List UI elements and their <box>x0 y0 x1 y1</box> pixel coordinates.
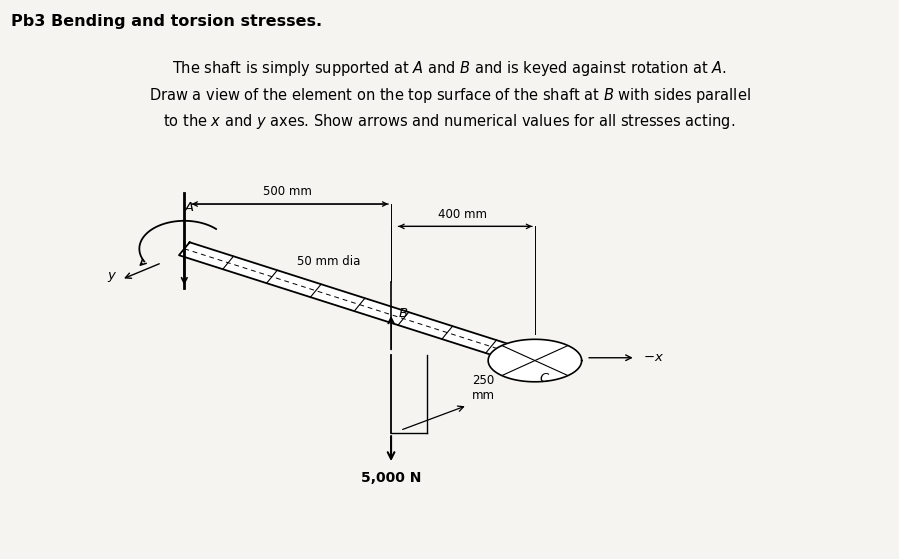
Text: $A$: $A$ <box>184 201 195 214</box>
Text: Pb3 Bending and torsion stresses.: Pb3 Bending and torsion stresses. <box>11 14 322 29</box>
Text: $C$: $C$ <box>539 372 550 385</box>
Text: $-x$: $-x$ <box>643 351 663 364</box>
Text: $B$: $B$ <box>398 306 408 320</box>
Text: The shaft is simply supported at $A$ and $B$ and is keyed against rotation at $A: The shaft is simply supported at $A$ and… <box>172 59 727 78</box>
Text: $y$: $y$ <box>107 269 117 284</box>
Text: to the $x$ and $y$ axes. Show arrows and numerical values for all stresses actin: to the $x$ and $y$ axes. Show arrows and… <box>164 112 735 131</box>
Text: 250
mm: 250 mm <box>472 375 495 402</box>
Text: 50 mm dia: 50 mm dia <box>297 255 360 268</box>
Text: 400 mm: 400 mm <box>439 208 487 221</box>
Text: Draw a view of the element on the top surface of the shaft at $B$ with sides par: Draw a view of the element on the top su… <box>148 86 751 105</box>
Polygon shape <box>488 339 582 382</box>
Polygon shape <box>179 242 540 367</box>
Text: 500 mm: 500 mm <box>263 186 312 198</box>
Text: 5,000 N: 5,000 N <box>360 471 422 485</box>
